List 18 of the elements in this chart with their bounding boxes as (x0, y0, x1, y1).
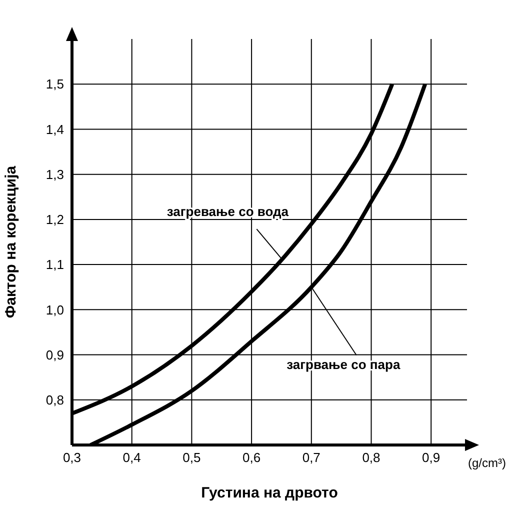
x-tick-label: 0,7 (302, 450, 320, 466)
y-tick-label: 1,1 (46, 257, 64, 272)
y-axis-title: Фактор на корекција (2, 165, 20, 318)
x-tick-label: 0,5 (182, 450, 201, 466)
y-tick-label: 1,0 (46, 302, 64, 318)
x-tick-label: 0,6 (242, 450, 261, 466)
x-tick-label: 0,9 (422, 450, 440, 466)
y-tick-label: 0,8 (46, 392, 64, 408)
x-axis-title: Густина на дрвото (201, 484, 338, 502)
text: (g/cm³) (468, 456, 506, 470)
y-tick-label: 1,2 (46, 212, 64, 228)
y-tick-label: 0,9 (46, 347, 64, 362)
x-tick-label: 0,4 (122, 450, 141, 466)
y-tick-label: 1,3 (46, 166, 64, 182)
x-tick-label: 0,8 (362, 450, 380, 466)
x-tick-label: 0,3 (62, 450, 82, 466)
y-tick-label: 1,5 (46, 76, 64, 92)
y-tick-label: 1,4 (46, 122, 64, 137)
